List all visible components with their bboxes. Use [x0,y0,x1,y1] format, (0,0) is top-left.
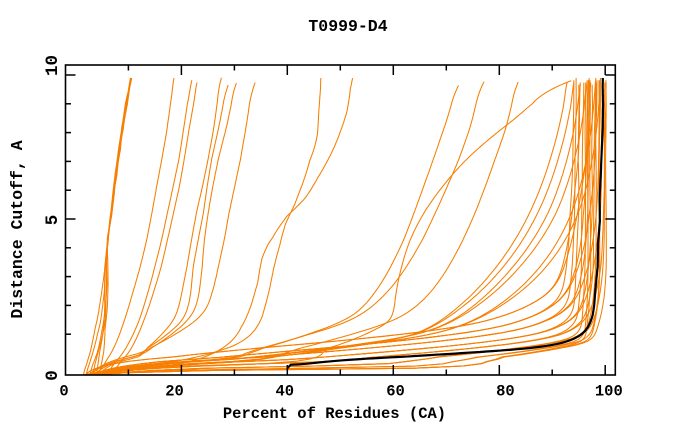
svg-text:T0999-D4: T0999-D4 [308,17,387,36]
svg-text:Percent of Residues (CA): Percent of Residues (CA) [223,405,446,423]
svg-text:100: 100 [595,383,623,401]
svg-text:80: 80 [496,383,515,401]
svg-text:Distance Cutoff, A: Distance Cutoff, A [8,140,27,318]
svg-text:0: 0 [43,370,63,381]
svg-text:0: 0 [59,383,68,401]
svg-text:40: 40 [275,383,294,401]
svg-text:5: 5 [43,215,63,226]
svg-text:20: 20 [165,383,184,401]
svg-text:60: 60 [386,383,405,401]
svg-text:10: 10 [43,55,63,76]
